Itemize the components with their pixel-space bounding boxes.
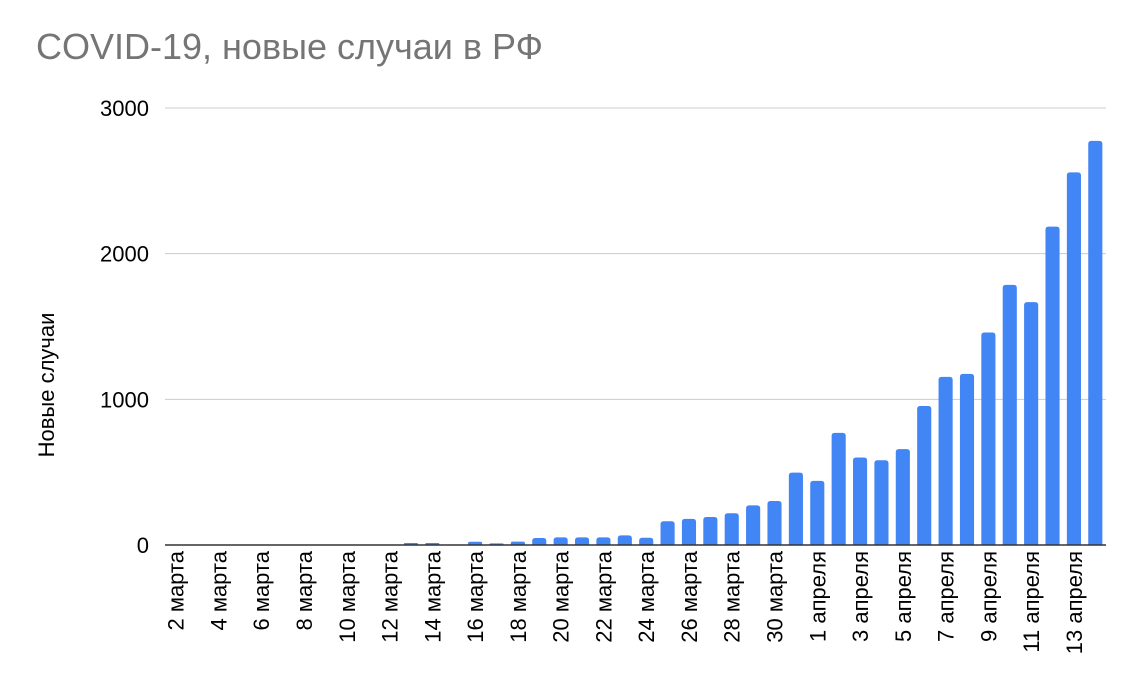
x-tick-label: 14 марта — [420, 550, 445, 643]
x-tick-label: 1 апреля — [805, 551, 830, 642]
x-tick-label: 13 апреля — [1062, 551, 1087, 654]
x-tick-label: 26 марта — [677, 550, 702, 643]
bar — [1066, 172, 1081, 545]
bar — [639, 537, 654, 545]
bar — [810, 480, 825, 545]
x-tick-label: 2 марта — [164, 550, 189, 630]
x-tick-label: 9 апреля — [976, 551, 1001, 642]
x-tick-label: 6 марта — [249, 550, 274, 630]
x-tick-label: 30 марта — [763, 550, 788, 643]
x-tick-label: 10 марта — [335, 550, 360, 643]
x-tick-label: 3 апреля — [848, 551, 873, 642]
x-tick-label: 18 марта — [506, 550, 531, 643]
bar — [468, 541, 483, 545]
x-tick-label: 24 марта — [634, 550, 659, 643]
bar — [874, 460, 889, 545]
y-tick-label: 1000 — [100, 387, 149, 412]
bar — [1002, 284, 1017, 545]
bar — [895, 449, 910, 545]
y-tick-label: 0 — [137, 533, 149, 558]
bar — [681, 518, 697, 545]
bar — [596, 537, 611, 545]
x-tick-label: 8 марта — [292, 550, 317, 630]
x-tick-label: 7 апреля — [934, 551, 959, 642]
y-tick-label: 2000 — [100, 242, 149, 267]
x-tick-label: 28 марта — [720, 550, 745, 643]
bar — [831, 432, 846, 545]
bar — [617, 535, 632, 545]
bar — [917, 406, 932, 545]
bar — [660, 521, 675, 545]
bar — [1045, 226, 1060, 545]
bar — [767, 501, 782, 545]
bar — [703, 517, 718, 545]
x-tick-label: 16 марта — [463, 550, 488, 643]
x-tick-label: 22 марта — [591, 550, 616, 643]
bar — [852, 457, 868, 545]
bar — [746, 505, 761, 545]
bar — [959, 373, 975, 545]
bar — [510, 541, 525, 545]
x-tick-label: 20 марта — [549, 550, 574, 643]
bar — [981, 332, 996, 545]
bar — [532, 538, 547, 545]
bar — [724, 513, 739, 545]
x-tick-label: 11 апреля — [1019, 551, 1044, 653]
bar — [553, 537, 568, 545]
bar — [788, 472, 803, 545]
bar — [1024, 302, 1039, 545]
bar — [574, 537, 590, 545]
chart-title: COVID-19, новые случаи в РФ — [36, 26, 543, 67]
x-tick-label: 5 апреля — [891, 551, 916, 642]
x-tick-label: 4 марта — [206, 550, 231, 630]
bar — [1088, 140, 1103, 546]
bar — [938, 376, 953, 545]
x-tick-label: 12 марта — [378, 550, 403, 643]
y-tick-label: 3000 — [100, 96, 149, 121]
